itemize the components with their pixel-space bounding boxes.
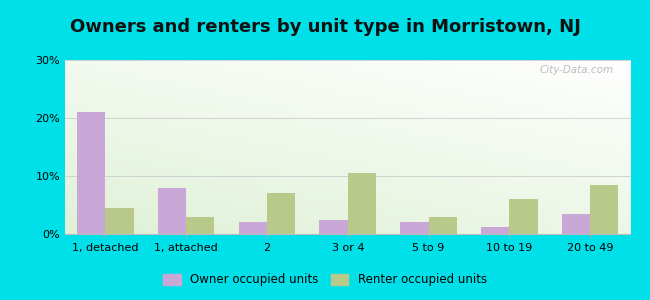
Legend: Owner occupied units, Renter occupied units: Owner occupied units, Renter occupied un… — [159, 269, 491, 291]
Bar — [77, 112, 105, 234]
Bar — [510, 199, 538, 234]
Bar — [186, 217, 214, 234]
Bar — [158, 188, 186, 234]
Bar — [562, 214, 590, 234]
Bar — [428, 217, 457, 234]
Bar — [267, 194, 295, 234]
Text: Owners and renters by unit type in Morristown, NJ: Owners and renters by unit type in Morri… — [70, 18, 580, 36]
Bar — [590, 185, 618, 234]
Bar — [105, 208, 134, 234]
Bar — [320, 220, 348, 234]
Text: City-Data.com: City-Data.com — [540, 65, 614, 75]
Bar — [400, 222, 428, 234]
Bar — [481, 227, 510, 234]
Bar — [239, 222, 267, 234]
Bar — [348, 173, 376, 234]
